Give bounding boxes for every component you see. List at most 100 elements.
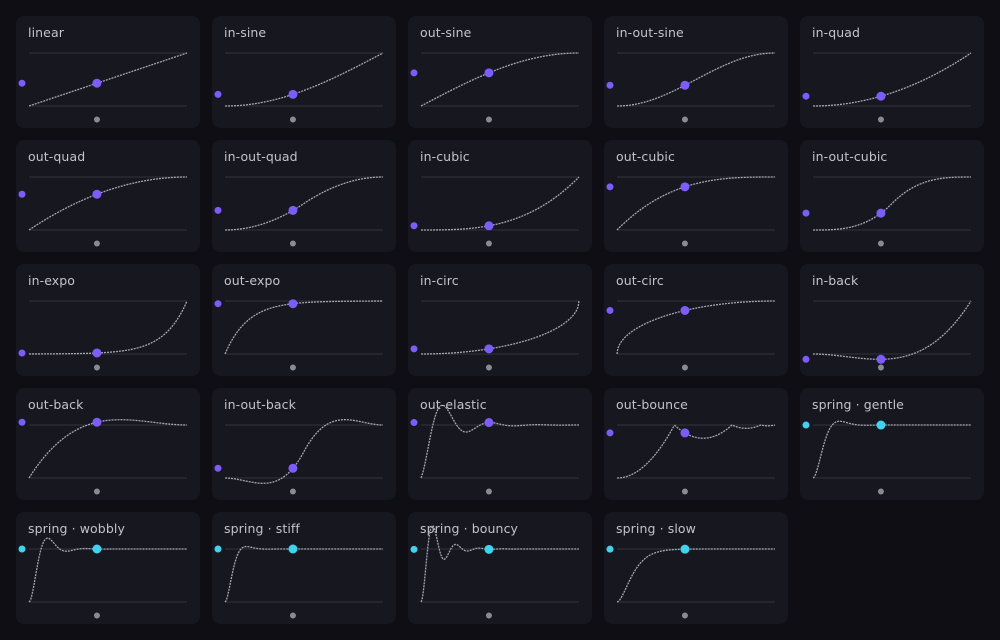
curve-title: in-out-sine <box>616 25 684 40</box>
easing-curve <box>421 176 580 231</box>
easing-curve <box>28 537 187 603</box>
time-indicator-dot <box>289 488 296 495</box>
curve-card-spring-gentle[interactable]: spring · gentle <box>800 388 984 500</box>
curve-card-out-sine[interactable]: out-sine <box>408 16 592 128</box>
curve-title: in-out-back <box>224 397 296 412</box>
value-indicator-dot <box>214 206 222 214</box>
curve-plot <box>214 299 384 371</box>
value-indicator-dot <box>18 190 26 198</box>
curve-card-in-out-quad[interactable]: in-out-quad <box>212 140 396 252</box>
time-indicator-dot <box>93 488 100 495</box>
progress-dot <box>92 417 102 427</box>
easing-curve <box>813 300 972 360</box>
curve-plot <box>606 176 775 247</box>
curve-card-out-quad[interactable]: out-quad <box>16 140 200 252</box>
curve-card-in-out-back[interactable]: in-out-back <box>212 388 396 500</box>
progress-dot <box>680 182 690 192</box>
easing-curve <box>28 300 188 355</box>
curve-title: out-expo <box>224 273 281 288</box>
curve-title: out-elastic <box>420 397 487 412</box>
progress-dot <box>680 544 690 554</box>
curve-plot <box>410 52 579 123</box>
time-indicator-dot <box>93 240 100 247</box>
time-indicator-dot <box>877 364 884 371</box>
time-indicator-dot <box>877 488 884 495</box>
curve-card-in-circ[interactable]: in-circ <box>408 264 592 376</box>
curve-plot <box>214 544 383 619</box>
easing-curve <box>813 52 972 107</box>
easing-curve <box>224 419 384 484</box>
progress-dot <box>288 463 298 473</box>
easing-curve <box>813 176 971 231</box>
curve-card-spring-wobbly[interactable]: spring · wobbly <box>16 512 200 624</box>
progress-dot <box>484 344 494 354</box>
curve-plot <box>410 524 579 619</box>
progress-dot <box>92 348 102 358</box>
curve-card-in-out-sine[interactable]: in-out-sine <box>604 16 788 128</box>
curve-title: in-out-cubic <box>812 149 888 164</box>
curve-title: out-bounce <box>616 397 688 412</box>
value-indicator-dot <box>410 69 418 77</box>
value-indicator-dot <box>214 90 222 98</box>
curve-card-out-cubic[interactable]: out-cubic <box>604 140 788 252</box>
curve-card-in-sine[interactable]: in-sine <box>212 16 396 128</box>
curve-plot <box>606 424 776 495</box>
curve-card-spring-stiff[interactable]: spring · stiff <box>212 512 396 624</box>
easing-curve <box>420 404 580 479</box>
progress-dot <box>288 205 298 215</box>
easing-curve <box>420 524 579 603</box>
progress-dot <box>288 544 298 554</box>
curve-card-in-quad[interactable]: in-quad <box>800 16 984 128</box>
easing-curve <box>812 420 971 479</box>
easing-curve <box>225 176 383 231</box>
curve-card-in-out-cubic[interactable]: in-out-cubic <box>800 140 984 252</box>
time-indicator-dot <box>877 116 884 123</box>
curve-card-out-back[interactable]: out-back <box>16 388 200 500</box>
easing-curve <box>420 52 579 107</box>
progress-dot <box>92 78 102 88</box>
progress-dot <box>876 208 886 218</box>
value-indicator-dot <box>18 79 26 87</box>
easing-curve <box>616 300 775 355</box>
progress-dot <box>876 354 886 364</box>
curve-plot <box>18 300 188 371</box>
curve-card-out-circ[interactable]: out-circ <box>604 264 788 376</box>
curve-card-out-elastic[interactable]: out-elastic <box>408 388 592 500</box>
value-indicator-dot <box>606 81 614 89</box>
curve-title: spring · bouncy <box>420 521 519 536</box>
curve-card-out-expo[interactable]: out-expo <box>212 264 396 376</box>
curve-card-in-expo[interactable]: in-expo <box>16 264 200 376</box>
time-indicator-dot <box>289 116 296 123</box>
easing-curve <box>28 176 187 231</box>
time-indicator-dot <box>681 116 688 123</box>
curve-plot <box>214 176 383 247</box>
curve-card-in-back[interactable]: in-back <box>800 264 984 376</box>
curve-card-linear[interactable]: linear <box>16 16 200 128</box>
value-indicator-dot <box>214 545 222 553</box>
curve-card-out-bounce[interactable]: out-bounce <box>604 388 788 500</box>
value-indicator-dot <box>18 545 26 553</box>
time-indicator-dot <box>485 612 492 619</box>
easing-curve <box>28 419 187 479</box>
curve-title: in-quad <box>812 25 861 40</box>
curve-plot <box>410 404 580 495</box>
progress-dot <box>484 544 494 554</box>
easing-curve <box>224 545 383 603</box>
value-indicator-dot <box>606 545 614 553</box>
curve-plot <box>606 52 775 123</box>
curve-plot <box>18 537 187 619</box>
curve-card-in-cubic[interactable]: in-cubic <box>408 140 592 252</box>
curve-plot <box>802 300 972 371</box>
time-indicator-dot <box>289 364 296 371</box>
time-indicator-dot <box>93 364 100 371</box>
easing-curve <box>616 548 775 603</box>
progress-dot <box>288 89 298 99</box>
curve-card-spring-slow[interactable]: spring · slow <box>604 512 788 624</box>
curve-card-spring-bouncy[interactable]: spring · bouncy <box>408 512 592 624</box>
value-indicator-dot <box>18 349 26 357</box>
curve-title: in-out-quad <box>224 149 298 164</box>
progress-dot <box>876 91 886 101</box>
curve-plot <box>802 176 971 247</box>
curve-title: in-back <box>812 273 859 288</box>
